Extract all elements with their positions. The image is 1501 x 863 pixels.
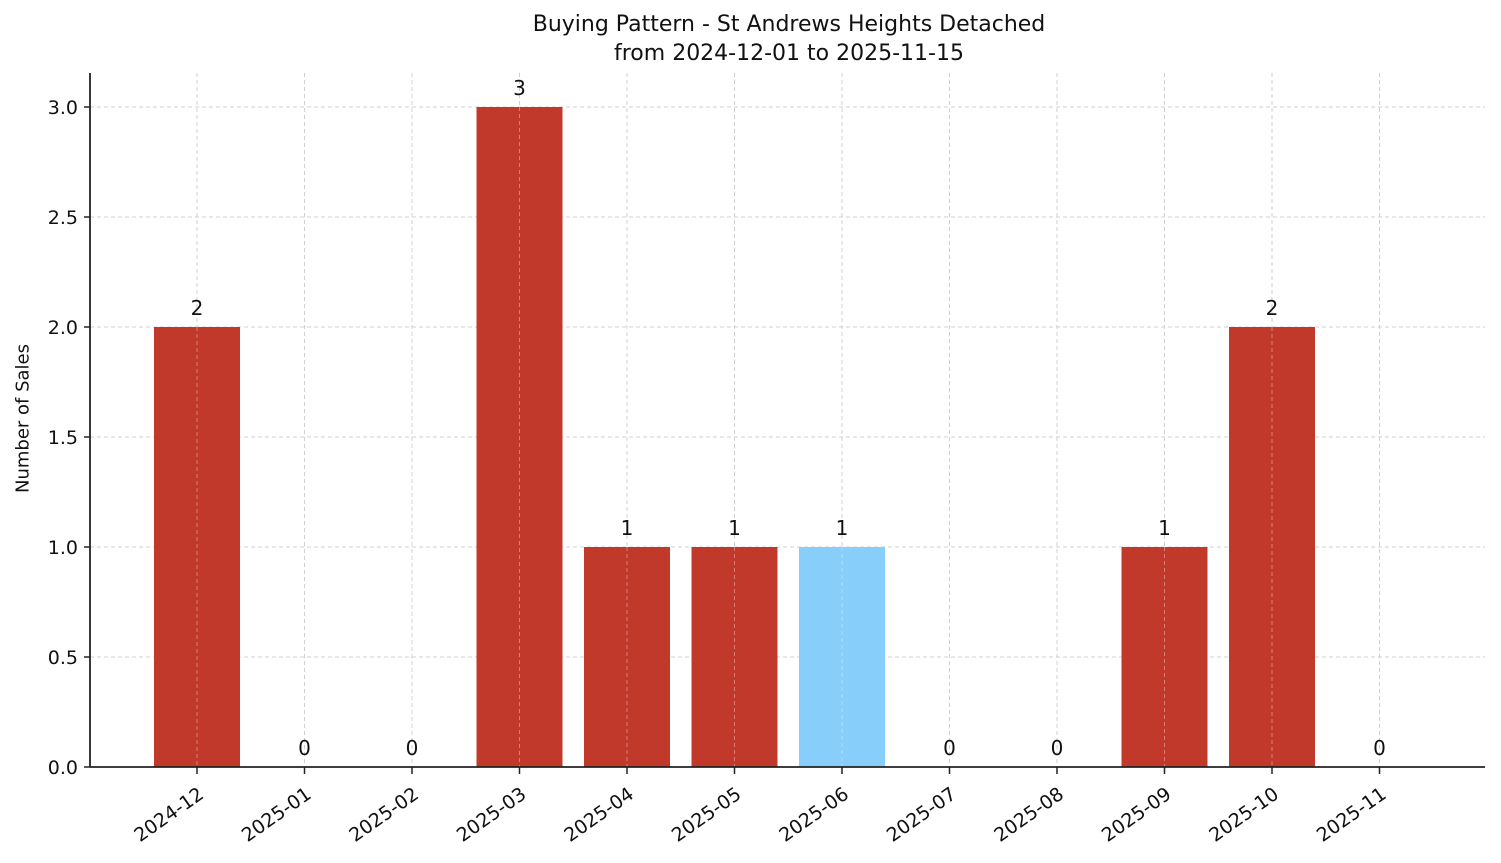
x-tick-label: 2025-11 <box>1313 783 1391 847</box>
y-tick-label: 1.5 <box>48 427 78 449</box>
y-tick-label: 0.0 <box>48 757 78 779</box>
bar-2025-03 <box>476 107 563 767</box>
chart-title-main: Buying Pattern - St Andrews Heights Deta… <box>532 12 1046 37</box>
bar-2025-10 <box>1229 327 1315 767</box>
bars: 2 0 0 3 1 1 1 0 0 1 2 0 <box>154 76 1386 767</box>
bar-value-label: 1 <box>1158 516 1171 540</box>
bar-2025-05 <box>691 547 778 767</box>
y-tick-label: 3.0 <box>48 97 78 119</box>
chart-title: Buying Pattern - St Andrews Heights Deta… <box>0 10 1501 68</box>
bar-value-label: 0 <box>1051 736 1064 760</box>
x-tick-label: 2025-03 <box>453 783 531 847</box>
bar-value-label: 3 <box>513 76 526 100</box>
x-tick-label: 2025-04 <box>560 783 638 847</box>
x-tick-label: 2025-02 <box>345 783 423 847</box>
y-tick-label: 1.0 <box>48 537 78 559</box>
x-tick-label: 2024-12 <box>130 783 208 847</box>
bar-value-label: 0 <box>406 736 419 760</box>
bar-value-label: 0 <box>1373 736 1386 760</box>
x-tick-label: 2025-10 <box>1205 783 1283 847</box>
x-tick-label: 2025-08 <box>990 783 1068 847</box>
bar-2025-09 <box>1121 547 1208 767</box>
bar-2024-12 <box>154 327 240 767</box>
y-tick-label: 2.5 <box>48 207 78 229</box>
bar-value-label: 2 <box>191 296 204 320</box>
chart-subtitle: from 2024-12-01 to 2025-11-15 <box>614 41 964 66</box>
x-tick-label: 2025-05 <box>668 783 746 847</box>
x-tick-label: 2025-01 <box>238 783 316 847</box>
bar-value-label: 1 <box>836 516 849 540</box>
x-tick-label: 2025-07 <box>883 783 961 847</box>
bar-value-label: 1 <box>621 516 634 540</box>
bar-value-label: 1 <box>728 516 741 540</box>
bar-value-label: 2 <box>1266 296 1279 320</box>
bar-2025-04 <box>584 547 670 767</box>
bar-value-label: 0 <box>298 736 311 760</box>
y-tick-label: 2.0 <box>48 317 78 339</box>
x-tick-label: 2025-09 <box>1098 783 1176 847</box>
x-tick-label: 2025-06 <box>775 783 853 847</box>
y-tick-label: 0.5 <box>48 647 78 669</box>
bar-2025-06 <box>799 547 885 767</box>
bar-value-label: 0 <box>943 736 956 760</box>
